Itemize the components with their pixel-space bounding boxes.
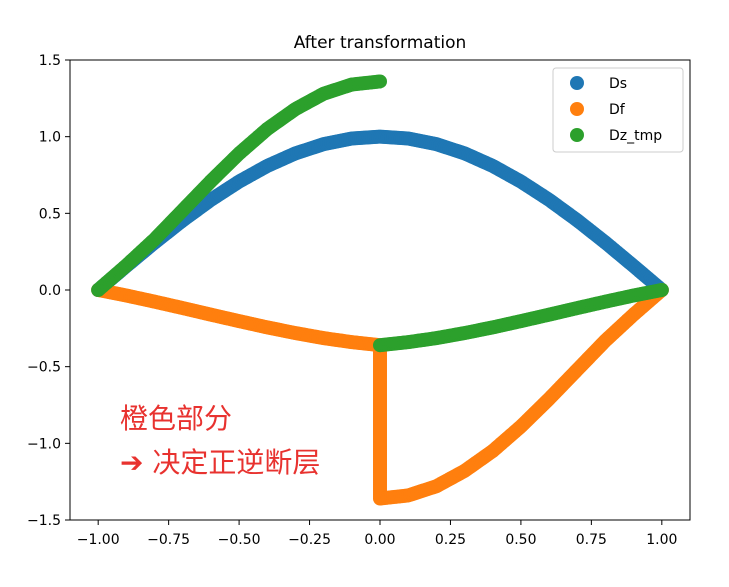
annotation-line2: ➔ 决定正逆断层 (120, 446, 320, 479)
marks-layer (91, 74, 669, 506)
legend-box (552, 67, 684, 153)
y-tick-label: −1.5 (27, 513, 61, 529)
chart-title: After transformation (294, 33, 467, 53)
x-tick-label: 0.25 (435, 532, 466, 548)
data-point (373, 74, 387, 89)
x-tick-label: −0.75 (147, 532, 190, 548)
legend-marker (570, 102, 584, 116)
ticks-layer: −1.00 −0.75 −0.50 −0.25 0.00 0.25 0.50 0.75 1.00… (27, 53, 677, 548)
x-tick-label: 0.75 (576, 532, 607, 548)
x-tick-label: 1.00 (646, 532, 677, 548)
x-tick-label: 0.00 (364, 532, 395, 548)
y-tick-label: 0.0 (39, 283, 61, 299)
x-tick-label: 0.50 (505, 532, 536, 548)
x-tick-label: −0.50 (218, 532, 261, 548)
annotation-line1: 橙色部分 (120, 402, 232, 435)
x-tick-label: −1.00 (77, 532, 120, 548)
y-tick-label: 1.5 (39, 53, 61, 69)
x-tick-label: −0.25 (288, 532, 331, 548)
y-tick-label: −0.5 (27, 360, 61, 376)
series-df (91, 283, 669, 506)
legend-label: Dz_tmp (609, 128, 662, 144)
legend-marker (570, 128, 584, 142)
series-dz-tmp (91, 74, 669, 353)
y-tick-label: −1.0 (27, 436, 61, 452)
data-point (654, 283, 669, 297)
legend-marker (570, 76, 584, 90)
legend: Ds Df Dz_tmp (552, 67, 684, 153)
y-tick-label: 1.0 (39, 130, 61, 146)
legend-label: Df (609, 102, 626, 118)
y-tick-label: 0.5 (39, 206, 61, 222)
legend-label: Ds (609, 76, 627, 92)
annotation: 橙色部分 ➔ 决定正逆断层 (120, 402, 320, 479)
